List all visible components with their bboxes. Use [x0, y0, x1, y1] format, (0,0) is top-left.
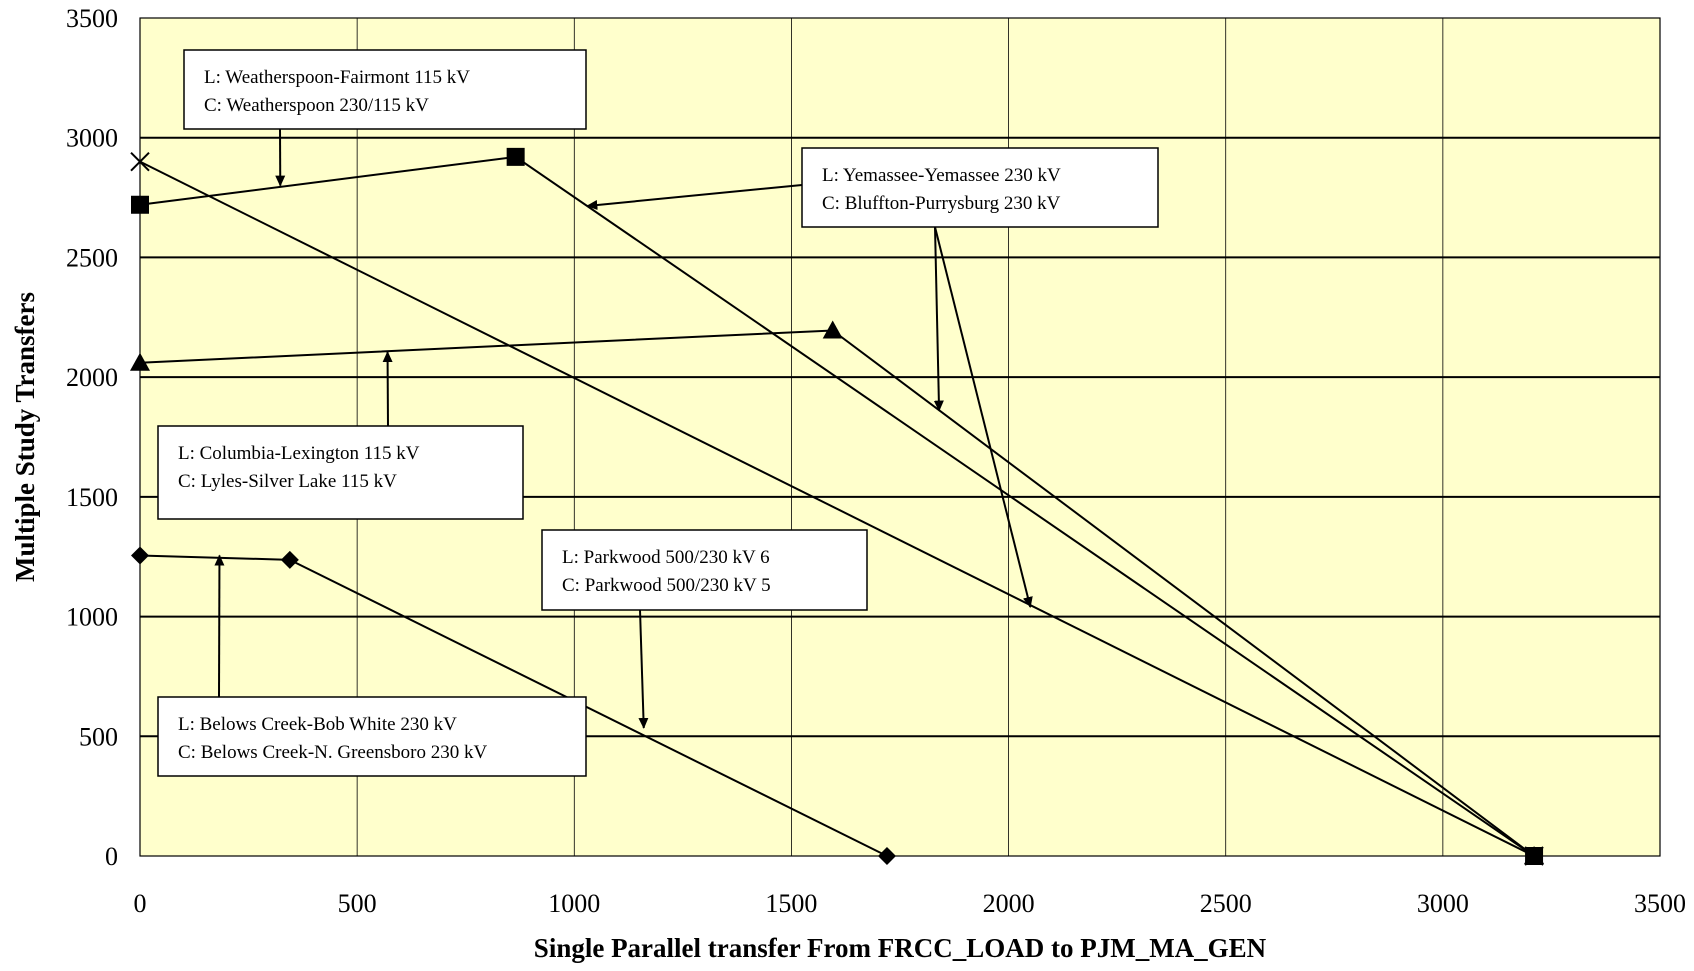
- annotation-box: [158, 697, 586, 776]
- annotation-text: L: Yemassee-Yemassee 230 kV: [822, 165, 1061, 186]
- y-tick-label: 0: [105, 842, 118, 871]
- annotation-text: C: Bluffton-Purrysburg 230 kV: [822, 193, 1061, 214]
- y-tick-label: 3500: [66, 4, 118, 33]
- x-tick-label: 2000: [983, 889, 1035, 918]
- y-tick-labels: 0 500 1000 1500 2000 2500 3000 3500: [66, 4, 118, 871]
- annotation-text: C: Parkwood 500/230 kV 5: [562, 575, 771, 596]
- y-tick-label: 3000: [66, 124, 118, 153]
- x-tick-labels: 0 500 1000 1500 2000 2500 3000 3500: [134, 889, 1687, 918]
- x-tick-label: 1000: [548, 889, 600, 918]
- x-tick-label: 2500: [1200, 889, 1252, 918]
- annotation-text: L: Columbia-Lexington 115 kV: [178, 443, 420, 464]
- annotation-box: [802, 148, 1158, 227]
- data-point-square: [507, 148, 525, 166]
- x-tick-label: 3500: [1634, 889, 1686, 918]
- y-tick-label: 1500: [66, 483, 118, 512]
- y-tick-label: 2000: [66, 363, 118, 392]
- annotation-box: [542, 530, 867, 610]
- annotation-box: [184, 50, 586, 129]
- y-tick-label: 1000: [66, 603, 118, 632]
- y-axis-title: Multiple Study Transfers: [10, 292, 40, 582]
- y-tick-label: 500: [79, 722, 118, 751]
- x-tick-label: 0: [134, 889, 147, 918]
- annotation-text: C: Belows Creek-N. Greensboro 230 kV: [178, 742, 488, 763]
- x-tick-label: 500: [338, 889, 377, 918]
- annotation-text: L: Parkwood 500/230 kV 6: [562, 547, 770, 568]
- annotation-text: L: Weatherspoon-Fairmont 115 kV: [204, 67, 470, 88]
- annotation-text: C: Weatherspoon 230/115 kV: [204, 95, 429, 116]
- x-tick-label: 1500: [765, 889, 817, 918]
- x-axis-title: Single Parallel transfer From FRCC_LOAD …: [534, 933, 1267, 963]
- annotation-text: L: Belows Creek-Bob White 230 kV: [178, 714, 457, 735]
- annotation-text: C: Lyles-Silver Lake 115 kV: [178, 471, 397, 492]
- x-tick-label: 3000: [1417, 889, 1469, 918]
- y-tick-label: 2500: [66, 243, 118, 272]
- data-point-square: [131, 196, 149, 214]
